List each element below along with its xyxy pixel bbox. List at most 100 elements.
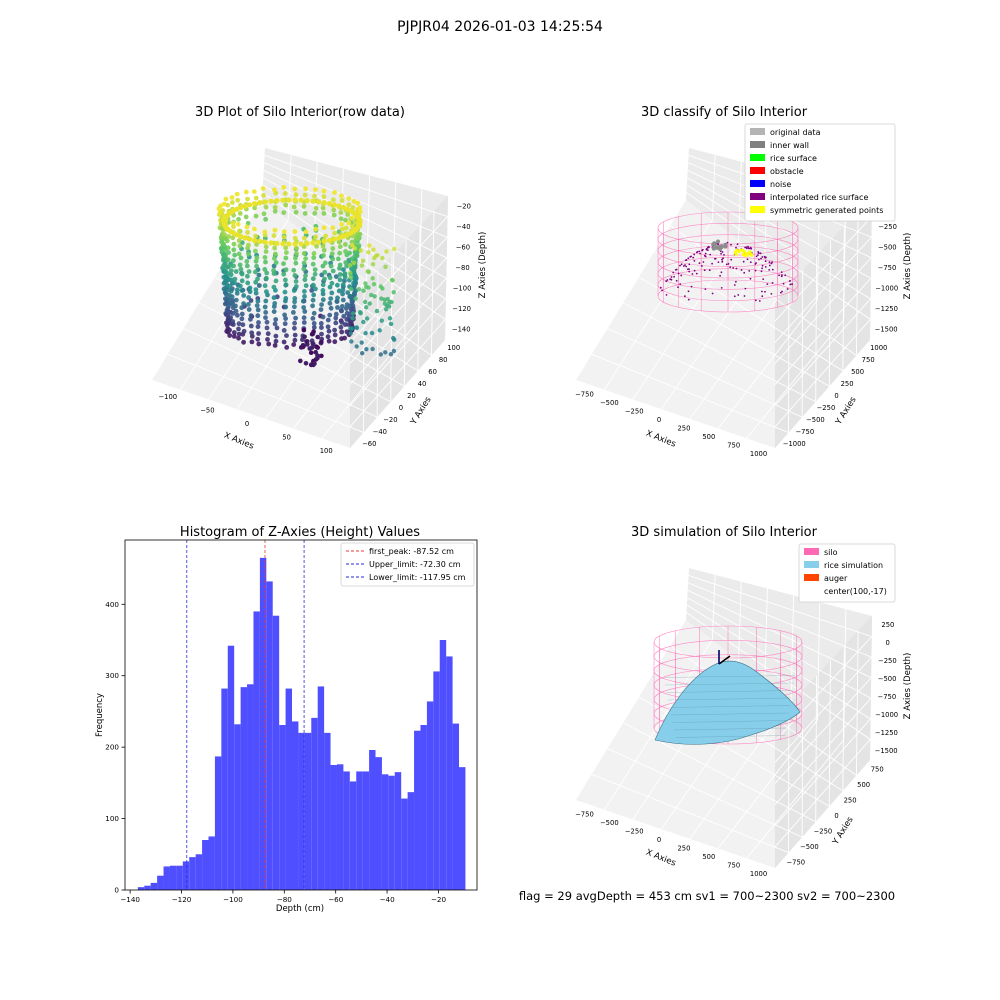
- interpolated-point: [691, 273, 694, 275]
- raw-data-point: [313, 187, 318, 193]
- raw-data-point: [251, 189, 257, 195]
- panel2-legend-label: symmetric generated points: [770, 206, 883, 215]
- interpolated-point: [690, 255, 692, 258]
- raw-data-point: [263, 204, 269, 210]
- raw-data-point: [328, 263, 334, 269]
- raw-data-point: [227, 333, 233, 338]
- raw-data-point: [332, 230, 338, 236]
- raw-data-point: [366, 269, 371, 275]
- raw-data-point: [391, 290, 396, 295]
- raw-data-point: [313, 349, 319, 355]
- interpolated-point: [696, 251, 698, 254]
- raw-data-point: [326, 237, 333, 243]
- panel1-grid-line: [418, 189, 423, 321]
- panel1-y-tick: 80: [439, 356, 448, 364]
- raw-data-point: [230, 319, 236, 324]
- raw-data-point: [263, 315, 268, 320]
- interpolated-point: [749, 277, 752, 280]
- raw-data-point: [371, 282, 377, 287]
- interpolated-point: [743, 295, 746, 297]
- raw-data-point: [315, 355, 320, 361]
- interpolated-point: [736, 243, 739, 246]
- raw-data-point: [232, 252, 238, 258]
- raw-data-point: [329, 280, 335, 286]
- symmetric-point: [747, 251, 751, 255]
- panel2-grid-line: [774, 216, 873, 322]
- raw-data-point: [268, 240, 274, 246]
- panel4-grid-line: [790, 595, 795, 701]
- interpolated-point: [708, 246, 710, 249]
- raw-data-point: [340, 291, 345, 297]
- raw-data-point: [239, 311, 245, 317]
- histogram-bar: [240, 687, 248, 890]
- panel4-grid-line: [607, 748, 803, 838]
- panel2-grid-line: [591, 353, 789, 433]
- raw-data-point: [263, 216, 268, 222]
- interpolated-point: [677, 272, 680, 275]
- raw-data-point: [335, 305, 340, 310]
- interpolated-point: [684, 295, 686, 298]
- raw-data-point: [261, 211, 267, 217]
- raw-data-point: [340, 287, 346, 293]
- raw-data-point: [231, 224, 236, 230]
- raw-data-point: [372, 294, 377, 299]
- panel3-title: Histogram of Z-Axies (Height) Values: [180, 525, 420, 540]
- raw-data-point: [271, 233, 277, 239]
- raw-data-point: [241, 339, 247, 345]
- raw-data-point: [227, 293, 232, 298]
- panel4-legend-label: silo: [824, 548, 838, 557]
- interpolated-point: [761, 256, 764, 258]
- interpolated-point: [735, 280, 737, 283]
- raw-data-point: [239, 278, 245, 284]
- panel2-legend: original data inner wall rice surface obsta…: [744, 123, 896, 222]
- raw-data-point: [283, 202, 289, 208]
- interpolated-point: [735, 267, 738, 270]
- raw-data-point: [266, 341, 272, 347]
- histogram-bar: [311, 717, 318, 890]
- histogram-bar: [253, 611, 260, 890]
- raw-data-point: [327, 284, 333, 290]
- histogram-bar: [227, 645, 235, 890]
- histogram-xtick-label: −100: [223, 895, 243, 904]
- raw-data-point: [337, 250, 343, 256]
- panel4-x-tick: 0: [657, 836, 661, 844]
- raw-data-point: [304, 240, 310, 246]
- histogram-legend-label: Lower_limit: -117.95 cm: [369, 573, 466, 582]
- raw-data-point: [343, 260, 349, 265]
- panel2-y-tick: 500: [851, 368, 864, 376]
- interpolated-point: [680, 274, 683, 277]
- panel1-xlabel: X Axies: [222, 431, 255, 452]
- raw-data-point: [232, 280, 237, 286]
- symmetric-point: [740, 248, 744, 252]
- interpolated-point: [757, 254, 759, 256]
- raw-data-point: [346, 196, 352, 202]
- panel2-grid-line: [774, 319, 871, 428]
- raw-data-point: [229, 195, 235, 200]
- raw-data-point: [271, 284, 277, 290]
- histogram-bar: [150, 882, 158, 890]
- raw-data-point: [284, 333, 289, 338]
- interpolated-point: [760, 257, 762, 260]
- raw-data-point: [341, 267, 346, 272]
- raw-data-point: [247, 285, 253, 291]
- raw-data-point: [283, 296, 289, 301]
- panel2-grid-line: [801, 270, 804, 418]
- raw-data-point: [256, 341, 262, 347]
- panel4-zlabel: Z Axies (Depth): [903, 653, 913, 720]
- raw-data-point: [293, 260, 299, 266]
- raw-data-point: [224, 238, 230, 244]
- raw-data-point: [291, 310, 296, 315]
- raw-data-point: [316, 199, 322, 205]
- interpolated-point: [782, 282, 785, 285]
- raw-data-point: [281, 234, 287, 240]
- raw-data-point: [238, 255, 244, 261]
- histogram-bar: [330, 765, 337, 890]
- panel1-grid-line: [349, 257, 448, 364]
- raw-data-point: [314, 243, 319, 249]
- interpolated-point: [687, 298, 690, 301]
- raw-data-point: [389, 277, 395, 283]
- raw-data-point: [311, 325, 317, 330]
- panel2-z-tick: −1000: [875, 285, 898, 293]
- raw-data-point: [231, 330, 237, 335]
- histogram-bar: [414, 730, 421, 890]
